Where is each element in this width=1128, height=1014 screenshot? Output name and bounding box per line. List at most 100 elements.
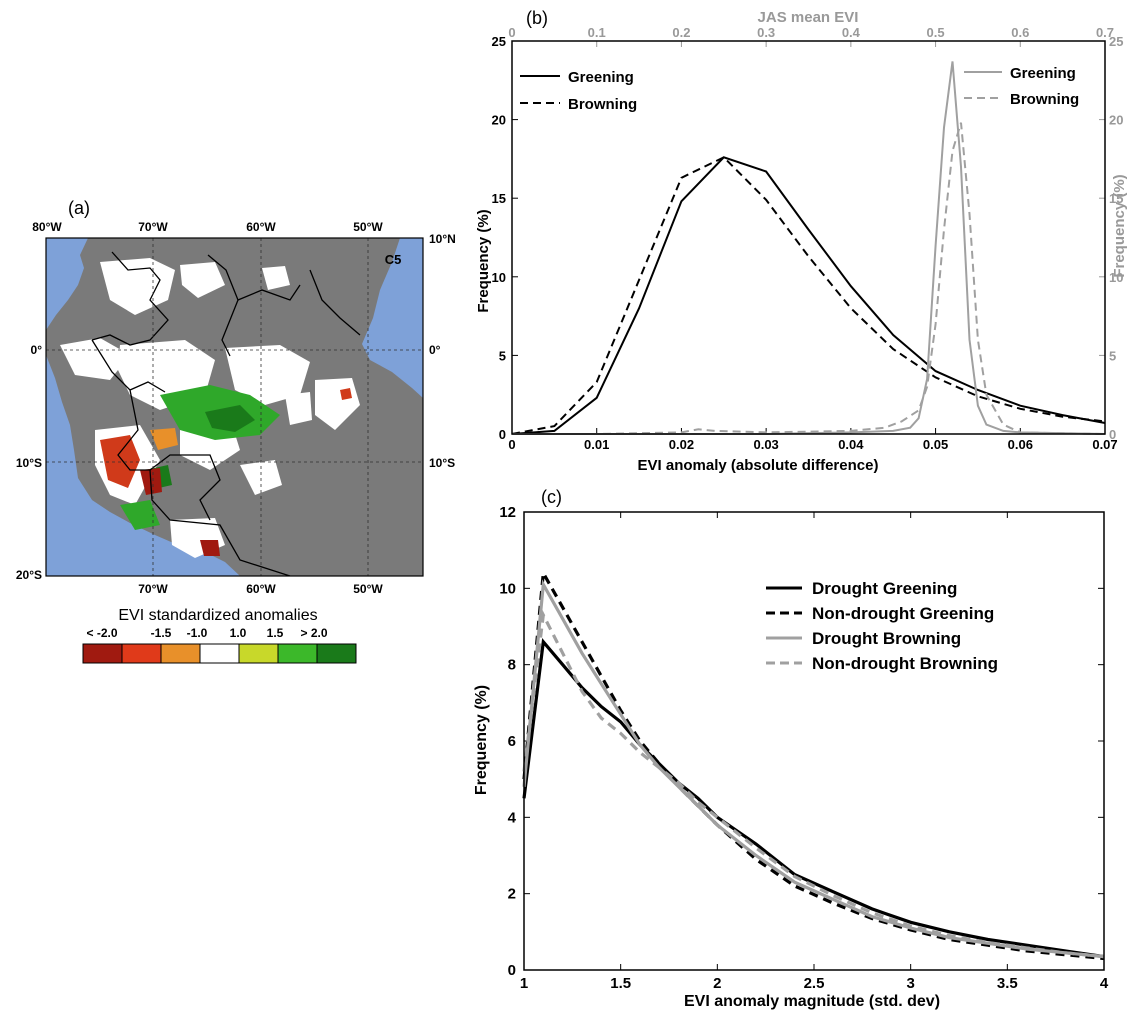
x-tick-label: 1: [520, 975, 528, 992]
map-top-tick: 60°W: [246, 220, 276, 234]
y-tick-label: 4: [508, 809, 517, 826]
panel-c-frame: [523, 511, 1105, 971]
x-tick-label: 0.01: [584, 437, 609, 452]
map-top-tick: 80°W: [32, 220, 62, 234]
colorbar-cell: [160, 643, 201, 664]
panel-b-top-xlabel: JAS mean EVI: [758, 9, 859, 26]
map-frame: [45, 237, 424, 577]
y-tick-label: 10: [499, 580, 516, 597]
y-tick-label: 6: [508, 733, 516, 750]
series-line-b-2: [512, 61, 1106, 435]
country-borders: [91, 251, 361, 576]
map-right-tick: 0°: [429, 343, 441, 357]
y-tick-label: 20: [492, 113, 506, 128]
legend-label: Browning: [1010, 91, 1079, 108]
x-tick-label: 0.03: [753, 437, 778, 452]
series-line-c-2: [522, 579, 1105, 959]
panel-a: (a) 80°W 70°W 60°W 50°W 10°N 0° 10°S 0° …: [16, 198, 456, 664]
series-line-b-1: [511, 156, 1106, 435]
top-x-tick-label: 0.2: [672, 25, 690, 40]
colorbar-cell: [121, 643, 162, 664]
x-tick-label: 0.04: [838, 437, 864, 452]
top-x-tick-label: 0: [508, 25, 515, 40]
top-x-tick-label: 0.6: [1011, 25, 1029, 40]
panel-c-lines: [522, 567, 1105, 961]
panel-b-legend-right: Greening Browning: [964, 65, 1079, 108]
colorbar-label: -1.0: [187, 626, 208, 640]
legend-label: Browning: [568, 96, 637, 113]
top-x-tick-label: 0.1: [588, 25, 606, 40]
colorbar: [82, 643, 357, 664]
colorbar-title: EVI standardized anomalies: [118, 607, 317, 624]
colorbar-label: 1.5: [267, 626, 284, 640]
panel-b: (b) JAS mean EVI EVI anomaly (absolute d…: [475, 8, 1128, 474]
panel-b-frame: [511, 40, 1106, 435]
colorbar-label: -1.5: [151, 626, 172, 640]
map-bottom-tick: 50°W: [353, 582, 383, 596]
map-top-tick: 70°W: [138, 220, 168, 234]
y-tick-label: 2: [508, 886, 516, 903]
x-tick-label: 0.06: [1008, 437, 1033, 452]
y-tick-label: 0: [508, 962, 516, 979]
colorbar-cell: [316, 643, 357, 664]
colorbar-label: > 2.0: [300, 626, 327, 640]
y-tick-label: 15: [492, 191, 506, 206]
panel-b-lines: [511, 61, 1106, 435]
x-tick-label: 4: [1100, 975, 1109, 992]
right-y-tick-label: 15: [1109, 191, 1123, 206]
x-tick-label: 0.05: [923, 437, 948, 452]
legend-label: Drought Greening: [812, 579, 957, 598]
x-tick-label: 0.02: [669, 437, 694, 452]
colorbar-label: < -2.0: [86, 626, 117, 640]
panel-c-label: (c): [541, 487, 562, 507]
right-y-tick-label: 5: [1109, 348, 1116, 363]
map-left-tick: 20°S: [16, 568, 42, 582]
map-left-tick: 0°: [31, 343, 43, 357]
top-x-tick-label: 0.4: [842, 25, 861, 40]
x-tick-label: 3.5: [997, 975, 1018, 992]
legend-label: Drought Browning: [812, 629, 961, 648]
panel-c-ticks: 1 1.5 2 2.5 3 3.5 4 0 2 4 6 8 10 12: [499, 504, 1109, 992]
legend-label: Non-drought Greening: [812, 604, 994, 623]
colorbar-cell: [238, 643, 279, 664]
series-line-c-0: [522, 637, 1105, 959]
y-tick-label: 0: [499, 427, 506, 442]
right-y-tick-label: 10: [1109, 270, 1123, 285]
x-tick-label: 2: [713, 975, 721, 992]
panel-a-label: (a): [68, 198, 90, 218]
panel-b-legend-left: Greening Browning: [520, 69, 637, 113]
series-line-b-0: [511, 156, 1106, 435]
y-tick-label: 8: [508, 657, 516, 674]
panel-b-ticks: 0 0.01 0.02 0.03 0.04 0.05 0.06 0.070 0.1 0.2 0.3 0…: [492, 25, 1124, 452]
panel-b-ylabel: Frequency (%): [475, 209, 492, 312]
map-bottom-tick: 60°W: [246, 582, 276, 596]
legend-label: Greening: [1010, 65, 1076, 82]
top-x-tick-label: 0.5: [927, 25, 945, 40]
map-area: [46, 238, 423, 576]
right-y-tick-label: 0: [1109, 427, 1116, 442]
panel-c-legend: Drought Greening Non-drought Greening Dr…: [766, 579, 998, 673]
map-grid: [46, 238, 423, 576]
map-right-tick: 10°S: [429, 456, 455, 470]
panel-b-xlabel: EVI anomaly (absolute difference): [638, 457, 879, 474]
y-tick-label: 25: [492, 34, 506, 49]
x-tick-label: 0.07: [1092, 437, 1117, 452]
map-left-tick: 10°S: [16, 456, 42, 470]
y-tick-label: 5: [499, 348, 506, 363]
colorbar-cell: [277, 643, 318, 664]
series-line-b-3: [512, 122, 1106, 435]
x-tick-label: 3: [906, 975, 914, 992]
top-x-tick-label: 0.3: [757, 25, 775, 40]
x-tick-label: 2.5: [804, 975, 825, 992]
right-y-tick-label: 25: [1109, 34, 1123, 49]
map-tag: C5: [385, 252, 402, 267]
legend-label: Non-drought Browning: [812, 654, 998, 673]
map-top-tick: 50°W: [353, 220, 383, 234]
legend-label: Greening: [568, 69, 634, 86]
x-tick-label: 0: [508, 437, 515, 452]
panel-c-xlabel: EVI anomaly magnitude (std. dev): [684, 993, 940, 1010]
y-tick-label: 12: [499, 504, 516, 521]
map-right-tick: 10°N: [429, 232, 456, 246]
map-bottom-tick: 70°W: [138, 582, 168, 596]
